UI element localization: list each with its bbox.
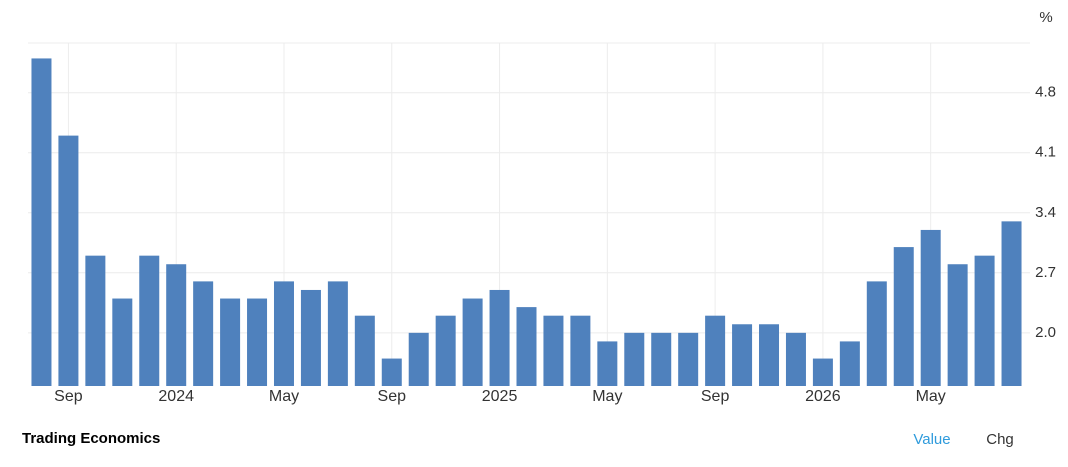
bar xyxy=(300,289,321,386)
bar xyxy=(812,358,833,386)
x-tick-label: 2025 xyxy=(482,388,518,405)
bar xyxy=(31,58,52,387)
x-tick-label: May xyxy=(916,388,946,405)
bar xyxy=(543,315,564,386)
bar xyxy=(732,324,753,386)
y-tick-label: 4.1 xyxy=(1035,144,1056,161)
bar xyxy=(462,298,483,386)
bar xyxy=(247,298,268,386)
tab-chg[interactable]: Chg xyxy=(986,431,1014,448)
y-tick-label: 4.8 xyxy=(1035,84,1056,101)
bar xyxy=(193,281,214,386)
bar xyxy=(381,358,402,386)
x-tick-label: Sep xyxy=(701,388,730,405)
bar xyxy=(839,341,860,386)
bar xyxy=(166,264,187,386)
bar xyxy=(947,264,968,386)
bar xyxy=(597,341,618,386)
tab-value[interactable]: Value xyxy=(913,431,950,448)
x-tick-label: Sep xyxy=(378,388,407,405)
bar xyxy=(893,247,914,386)
bar xyxy=(139,255,160,386)
y-tick-label: 2.0 xyxy=(1035,324,1056,341)
x-tick-label: Sep xyxy=(54,388,83,405)
x-tick-label: May xyxy=(269,388,299,405)
bar xyxy=(489,289,510,386)
bar xyxy=(974,255,995,386)
y-tick-label: 3.4 xyxy=(1035,204,1056,221)
bar xyxy=(920,229,941,386)
bar xyxy=(785,332,806,386)
bar xyxy=(220,298,241,386)
bar xyxy=(273,281,294,386)
bar xyxy=(651,332,672,386)
bar xyxy=(354,315,375,386)
x-tick-label: May xyxy=(592,388,622,405)
bar xyxy=(866,281,887,386)
x-tick-label: 2026 xyxy=(805,388,841,405)
bar xyxy=(759,324,780,386)
bar xyxy=(112,298,133,386)
unit-label: % xyxy=(1039,9,1052,26)
bar xyxy=(327,281,348,386)
bar xyxy=(570,315,591,386)
bar xyxy=(408,332,429,386)
bar xyxy=(516,307,537,386)
bar xyxy=(58,135,79,386)
bar xyxy=(85,255,106,386)
bar xyxy=(1001,221,1022,386)
bar xyxy=(705,315,726,386)
source: Trading Economics xyxy=(22,430,160,447)
bar xyxy=(678,332,699,386)
bar xyxy=(624,332,645,386)
x-tick-label: 2024 xyxy=(158,388,194,405)
y-tick-label: 2.7 xyxy=(1035,264,1056,281)
bar xyxy=(435,315,456,386)
